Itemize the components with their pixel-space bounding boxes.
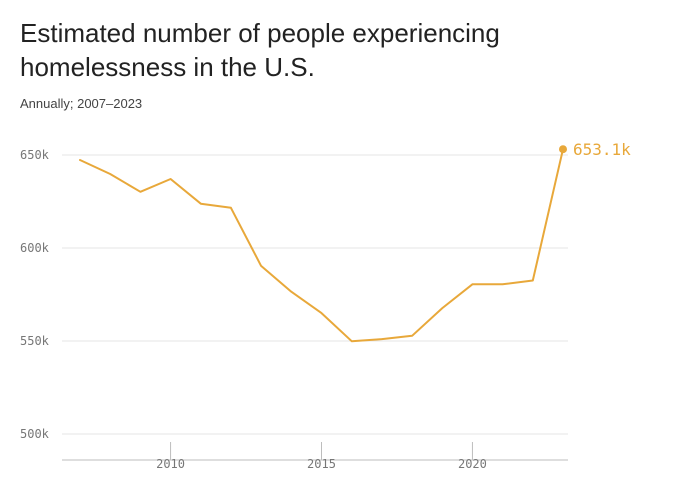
x-tick-label-2010: 2010 bbox=[156, 457, 185, 471]
data-point-2021 bbox=[502, 283, 504, 285]
y-tick-label-600: 600k bbox=[20, 241, 50, 255]
data-point-2017 bbox=[381, 338, 383, 340]
data-point-2016 bbox=[351, 340, 353, 342]
series-homeless-count: 653.1k bbox=[79, 140, 631, 343]
x-tick-label-2020: 2020 bbox=[458, 457, 487, 471]
data-point-2019 bbox=[441, 307, 443, 309]
y-tick-label-550: 550k bbox=[20, 334, 50, 348]
chart-subtitle: Annually; 2007–2023 bbox=[20, 96, 143, 111]
data-point-2010 bbox=[170, 178, 172, 180]
end-value-label: 653.1k bbox=[573, 140, 631, 159]
gridlines bbox=[62, 154, 568, 435]
end-point-marker bbox=[559, 145, 567, 154]
data-point-2018 bbox=[411, 335, 413, 337]
data-point-2008 bbox=[109, 173, 111, 175]
data-point-2012 bbox=[230, 207, 232, 209]
data-point-2011 bbox=[200, 203, 202, 205]
y-tick-label-500: 500k bbox=[20, 427, 50, 441]
series-line bbox=[79, 148, 564, 343]
x-axis-ticks: 2010 2015 2020 bbox=[156, 442, 487, 471]
data-point-2009 bbox=[139, 191, 141, 193]
y-axis: 500k 550k 600k 650k bbox=[20, 148, 50, 441]
data-point-2015 bbox=[321, 312, 323, 314]
data-point-2022 bbox=[532, 280, 534, 282]
data-point-2020 bbox=[471, 283, 473, 285]
data-point-2014 bbox=[290, 291, 292, 293]
data-point-2013 bbox=[260, 265, 262, 267]
y-tick-label-650: 650k bbox=[20, 148, 50, 162]
x-tick-label-2015: 2015 bbox=[307, 457, 336, 471]
chart-title: Estimated number of people experiencing … bbox=[20, 18, 500, 82]
data-point-2007 bbox=[79, 159, 81, 161]
